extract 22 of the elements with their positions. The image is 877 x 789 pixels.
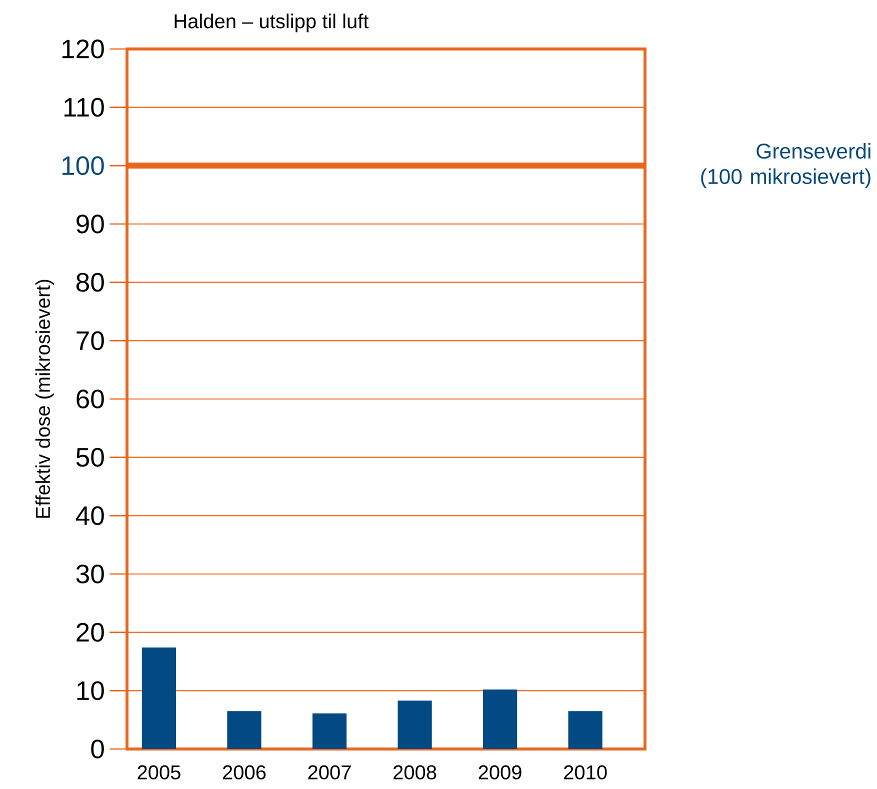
y-tick-label: 70 [76,331,104,350]
chart-title: Halden – utslipp til luft [174,14,369,32]
y-axis-title: Effektiv dose (mikrosievert) [35,280,54,518]
y-tick-label: 40 [76,506,104,526]
y-tick-label: 90 [76,214,104,234]
y-tick-label: 100 [62,156,104,176]
y-tick-label: 60 [76,390,104,408]
x-tick-label: 2009 [478,765,522,780]
x-tick-label: 2008 [394,765,436,780]
y-tick-label: 0 [91,740,104,758]
y-tick-label: 30 [76,564,104,584]
x-tick-label: 2005 [138,765,180,780]
x-tick-label: 2007 [308,765,351,780]
y-tick-label: 120 [62,40,104,58]
x-tick-label: 2006 [223,765,266,780]
y-tick-label: 10 [77,681,104,700]
y-tick-label: 110 [64,98,104,117]
ref-line-label: Grenseverdi (100 mikrosievert) [701,143,870,188]
y-tick-label: 80 [76,272,104,292]
y-tick-label: 50 [76,448,104,467]
x-tick-label: 2010 [564,765,607,780]
y-tick-label: 20 [76,622,104,642]
